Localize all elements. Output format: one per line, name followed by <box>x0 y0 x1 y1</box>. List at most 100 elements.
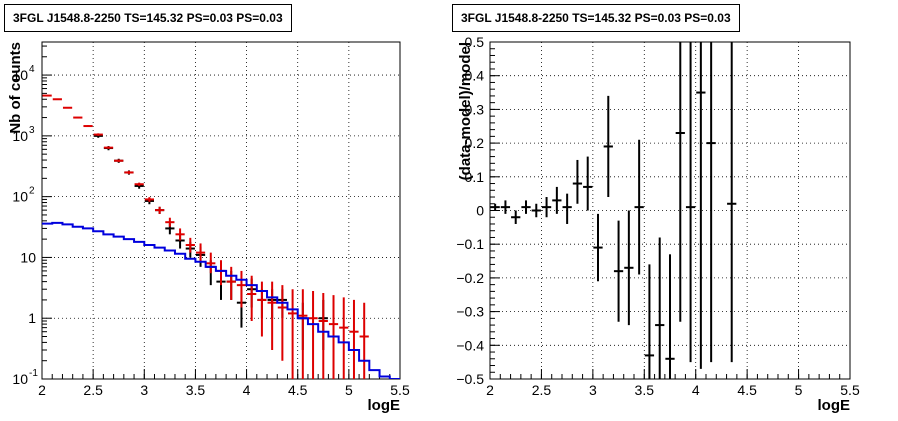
residual-y-tick-label: 0.3 <box>465 101 485 117</box>
counts-x-tick-label: 4 <box>243 382 251 398</box>
residual-point <box>541 197 552 218</box>
model-point <box>349 299 359 379</box>
residual-point <box>706 42 716 363</box>
residual-point <box>675 42 685 322</box>
residual-point <box>624 210 634 326</box>
residual-data-layer <box>490 42 737 379</box>
counts-x-tick-label: 2 <box>38 382 46 398</box>
residual-point <box>572 159 583 204</box>
model-point <box>124 170 134 175</box>
model-point <box>83 125 93 128</box>
residual-point <box>552 186 562 214</box>
model-point <box>155 206 165 214</box>
counts-y-tick-exponent: 4 <box>29 64 35 75</box>
counts-y-axis-label: Nb of counts <box>7 42 24 134</box>
residual-point <box>613 220 624 322</box>
residual-point <box>685 42 696 363</box>
model-point <box>359 302 369 379</box>
counts-x-tick-label: 4.5 <box>288 382 308 398</box>
counts-y-tick-label: 10 <box>12 128 28 144</box>
model-point <box>62 106 73 109</box>
residual-x-tick-label: 3 <box>589 382 597 398</box>
counts-data-layer <box>42 94 400 379</box>
counts-y-tick-exponent: 2 <box>29 186 35 197</box>
counts-x-tick-label: 2.5 <box>83 382 103 398</box>
residual-y-tick-label: 0.5 <box>465 34 485 50</box>
counts-y-tick-label: 10 <box>20 249 36 265</box>
residual-y-axis-label: (data-model)/model <box>457 42 474 180</box>
model-point <box>267 281 277 350</box>
residual-point <box>696 42 706 369</box>
model-point <box>277 285 287 361</box>
model-point <box>339 297 349 379</box>
residual-x-tick-label: 3.5 <box>635 382 655 398</box>
residual-x-tick-label: 4 <box>692 382 700 398</box>
model-point <box>134 182 144 186</box>
counts-x-axis-label: logE <box>368 397 401 414</box>
residual-point <box>634 139 644 275</box>
residual-y-tick-label: 0 <box>476 203 484 219</box>
model-point <box>236 270 247 308</box>
counts-y-tick-label: 10 <box>12 189 28 205</box>
counts-x-tick-label: 5 <box>345 382 353 398</box>
residual-point <box>727 42 737 363</box>
residual-point <box>500 200 511 214</box>
model-point <box>93 133 103 136</box>
residual-y-tick-label: −0.1 <box>456 236 484 252</box>
residual-point <box>583 156 593 211</box>
residual-x-tick-label: 5 <box>795 382 803 398</box>
model-point <box>298 289 308 379</box>
residual-point <box>603 95 613 198</box>
residual-y-tick-label: −0.5 <box>456 371 484 387</box>
residual-point <box>521 200 531 214</box>
model-point <box>195 243 206 262</box>
residual-y-tick-label: −0.2 <box>456 270 484 286</box>
counts-y-tick-exponent: -1 <box>29 368 38 379</box>
residual-x-axis-label: logE <box>818 397 851 414</box>
model-point <box>175 228 185 241</box>
residual-y-tick-label: −0.3 <box>456 304 484 320</box>
counts-y-tick-label: 1 <box>28 310 36 326</box>
model-point <box>308 291 318 379</box>
counts-y-tick-label: 10 <box>12 67 28 83</box>
model-point <box>103 146 114 149</box>
residual-x-tick-label: 4.5 <box>737 382 757 398</box>
residual-point <box>665 254 675 379</box>
model-point <box>165 217 175 227</box>
model-point <box>144 197 155 202</box>
counts-x-tick-label: 3 <box>140 382 148 398</box>
model-point <box>287 289 298 379</box>
residual-x-tick-label: 2.5 <box>532 382 552 398</box>
residual-point <box>531 203 541 218</box>
residual-point <box>644 264 655 379</box>
counts-y-tick-label: 10 <box>12 371 28 387</box>
residual-y-tick-label: −0.4 <box>456 337 484 353</box>
left-chart-title: 3FGL J1548.8-2250 TS=145.32 PS=0.03 PS=0… <box>4 4 292 32</box>
residual-x-tick-label: 5.5 <box>840 382 860 398</box>
model-point <box>52 98 62 101</box>
residual-y-tick-label: 0.2 <box>465 135 485 151</box>
model-point <box>318 292 328 379</box>
model-point <box>206 252 216 274</box>
model-point <box>226 266 236 300</box>
model-point <box>73 116 83 119</box>
counts-x-tick-label: 3.5 <box>186 382 206 398</box>
residual-point <box>562 193 572 224</box>
residual-x-tick-label: 2 <box>486 382 494 398</box>
counts-y-tick-exponent: 3 <box>29 125 35 136</box>
model-point <box>257 281 267 337</box>
counts-x-tick-label: 5.5 <box>390 382 410 398</box>
model-point <box>185 237 195 253</box>
right-chart-title: 3FGL J1548.8-2250 TS=145.32 PS=0.03 PS=0… <box>452 4 740 32</box>
residual-y-tick-label: 0.1 <box>465 169 485 185</box>
residual-y-tick-label: 0.4 <box>465 68 485 84</box>
residual-point <box>490 203 500 211</box>
residual-point <box>655 237 665 379</box>
model-point <box>114 159 124 163</box>
model-point <box>42 94 52 97</box>
model-step-line <box>42 221 400 379</box>
residual-point <box>593 213 603 282</box>
residual-point <box>511 210 521 224</box>
model-point <box>247 275 257 321</box>
